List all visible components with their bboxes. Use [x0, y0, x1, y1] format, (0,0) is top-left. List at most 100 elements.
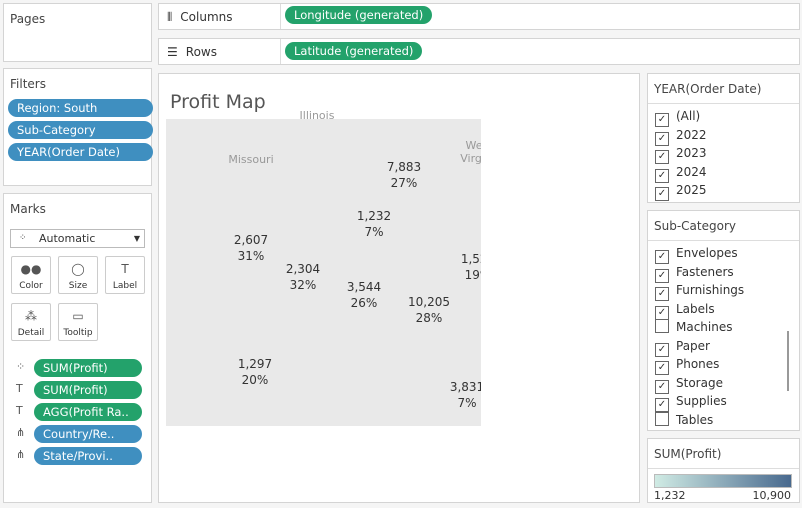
state-share: 32%	[290, 278, 317, 292]
mark-button-label: Tooltip	[63, 328, 93, 338]
filter-option[interactable]: ✓ Paper	[655, 338, 710, 357]
state-share: 28%	[416, 311, 443, 325]
mark-button[interactable]: T Label	[105, 256, 145, 294]
mark-field-pill[interactable]: AGG(Profit Ra..	[34, 403, 142, 421]
pages-title: Pages	[10, 12, 46, 26]
state-profit: 7,883	[387, 160, 421, 174]
legend-ramp	[654, 474, 792, 488]
filter-option-label: Fasteners	[676, 264, 734, 279]
filter-option-label: Labels	[676, 301, 715, 316]
year-filter-card: YEAR(Order Date) ✓ (All) ✓ 2022 ✓ 2023 ✓ 2024 ✓ 20…	[647, 73, 800, 203]
state-share: 7%	[364, 225, 383, 239]
filters-title: Filters	[10, 77, 46, 91]
legend-max: 10,900	[752, 489, 792, 502]
mark-button-label: Size	[68, 281, 88, 291]
filter-option[interactable]: ✓ Supplies	[655, 393, 727, 412]
legend-card: SUM(Profit) 1,232 10,900	[647, 438, 800, 503]
filter-option[interactable]: ✓ Fasteners	[655, 264, 734, 283]
state-profit: 1,232	[357, 209, 391, 223]
filter-option-label: Furnishings	[676, 283, 745, 297]
marks-title: Marks	[10, 202, 46, 216]
filter-option[interactable]: ✓ 2022	[655, 127, 707, 146]
state-profit: 1,522	[461, 252, 495, 266]
state-profit: 1,297	[238, 357, 272, 371]
map-background	[166, 119, 481, 426]
legend-title: SUM(Profit)	[654, 447, 722, 461]
state-share: 7%	[457, 396, 476, 410]
state-share: 31%	[238, 249, 265, 263]
mark-field-pill[interactable]: SUM(Profit)	[34, 359, 142, 377]
mark-field-pill[interactable]: Country/Re..	[34, 425, 142, 443]
filter-option-label: Storage	[676, 375, 723, 390]
state-profit: 2,304	[286, 262, 320, 276]
columns-shelf: ⦀ Columns Longitude (generated)	[158, 3, 800, 30]
map-place-label: West	[465, 139, 493, 152]
mark-button-label: Color	[19, 281, 43, 291]
rows-text: Rows	[185, 45, 217, 59]
mark-button-label: Label	[112, 281, 138, 291]
state-share: 12%	[488, 230, 515, 244]
filter-option[interactable]: ✓ Furnishings	[655, 282, 745, 301]
filter-option[interactable]: ✓ (All)	[655, 108, 701, 127]
state-share: 20%	[242, 373, 269, 387]
rows-label: ☰ Rows	[167, 45, 217, 59]
state-profit: 3,831	[450, 380, 484, 394]
subcategory-filter-title: Sub-Category	[654, 219, 736, 233]
filter-option-label: Machines	[676, 320, 733, 334]
rows-shelf: ☰ Rows Latitude (generated)	[158, 38, 800, 65]
state-share: 27%	[391, 176, 418, 190]
filter-option-label: Supplies	[676, 394, 727, 408]
mark-field-pill[interactable]: State/Provi..	[34, 447, 142, 465]
columns-text: Columns	[180, 10, 233, 24]
filter-option[interactable]: Tables	[655, 411, 714, 430]
mark-button[interactable]: ▭ Tooltip	[58, 303, 98, 341]
map-place-label: Illinois	[300, 109, 335, 122]
state-profit: 3,544	[347, 280, 381, 294]
filter-option[interactable]: ✓ Labels	[655, 301, 715, 320]
subcategory-filter-card: Sub-Category ✓ Envelopes ✓ Fasteners ✓ Furnish…	[647, 210, 800, 431]
state-profit: 10,205	[408, 295, 450, 309]
pages-card: Pages	[3, 3, 152, 62]
map-place-label: Virginia	[460, 152, 501, 165]
mark-type: Automatic	[39, 232, 96, 245]
state-profit: 3,586	[484, 214, 518, 228]
filter-pill[interactable]: YEAR(Order Date)	[8, 143, 153, 161]
mark-button[interactable]: ◯ Size	[58, 256, 98, 294]
filter-option-label: 2022	[676, 127, 707, 142]
filter-option-label: Phones	[676, 357, 720, 371]
filter-option-label: Paper	[676, 338, 710, 353]
marks-card: Marks Automatic ▼ ⁘ ●● Color ◯ Size T Label ⁂ Det…	[3, 193, 152, 503]
filter-option[interactable]: ✓ 2025	[655, 182, 707, 201]
mark-type-dropdown[interactable]: Automatic ▼ ⁘	[10, 229, 145, 248]
state-profit: 2,607	[234, 233, 268, 247]
filter-option-label: (All)	[676, 109, 701, 123]
map-attribution: © 2025 Mapbox © OpenStreetMap	[170, 489, 346, 500]
mark-button-label: Detail	[17, 328, 45, 338]
filter-option[interactable]: Machines	[655, 319, 732, 337]
filter-option[interactable]: ✓ 2023	[655, 145, 707, 164]
map-title: Profit Map	[170, 91, 266, 113]
map-place-label: Ohio	[488, 109, 514, 122]
state-share: 19%	[465, 268, 492, 282]
filter-option-label: Tables	[676, 412, 714, 427]
filter-option[interactable]: ✓ Envelopes	[655, 245, 738, 264]
filter-option-label: 2023	[676, 146, 707, 160]
mark-button[interactable]: ●● Color	[11, 256, 51, 294]
filter-option[interactable]: ✓ 2024	[655, 164, 707, 183]
columns-pill[interactable]: Longitude (generated)	[285, 6, 433, 24]
filter-pill[interactable]: Sub-Category	[8, 121, 153, 139]
state-share: 26%	[351, 296, 378, 310]
filter-option-label: 2025	[676, 183, 707, 197]
filter-pill[interactable]: Region: South	[8, 99, 153, 117]
rows-pill[interactable]: Latitude (generated)	[285, 42, 423, 60]
filter-option[interactable]: ✓ Storage	[655, 375, 723, 394]
legend-min: 1,232	[654, 489, 686, 502]
map-sheet: Profit Map Missouri West Virginia Illinois O…	[158, 73, 640, 503]
mark-field-pill[interactable]: SUM(Profit)	[34, 381, 142, 399]
filter-option[interactable]: ✓ Phones	[655, 356, 720, 375]
filters-card: Filters Region: South Sub-Category YEAR(Ord…	[3, 68, 153, 186]
mark-button[interactable]: ⁂ Detail	[11, 303, 51, 341]
filter-option-label: 2024	[676, 164, 707, 179]
